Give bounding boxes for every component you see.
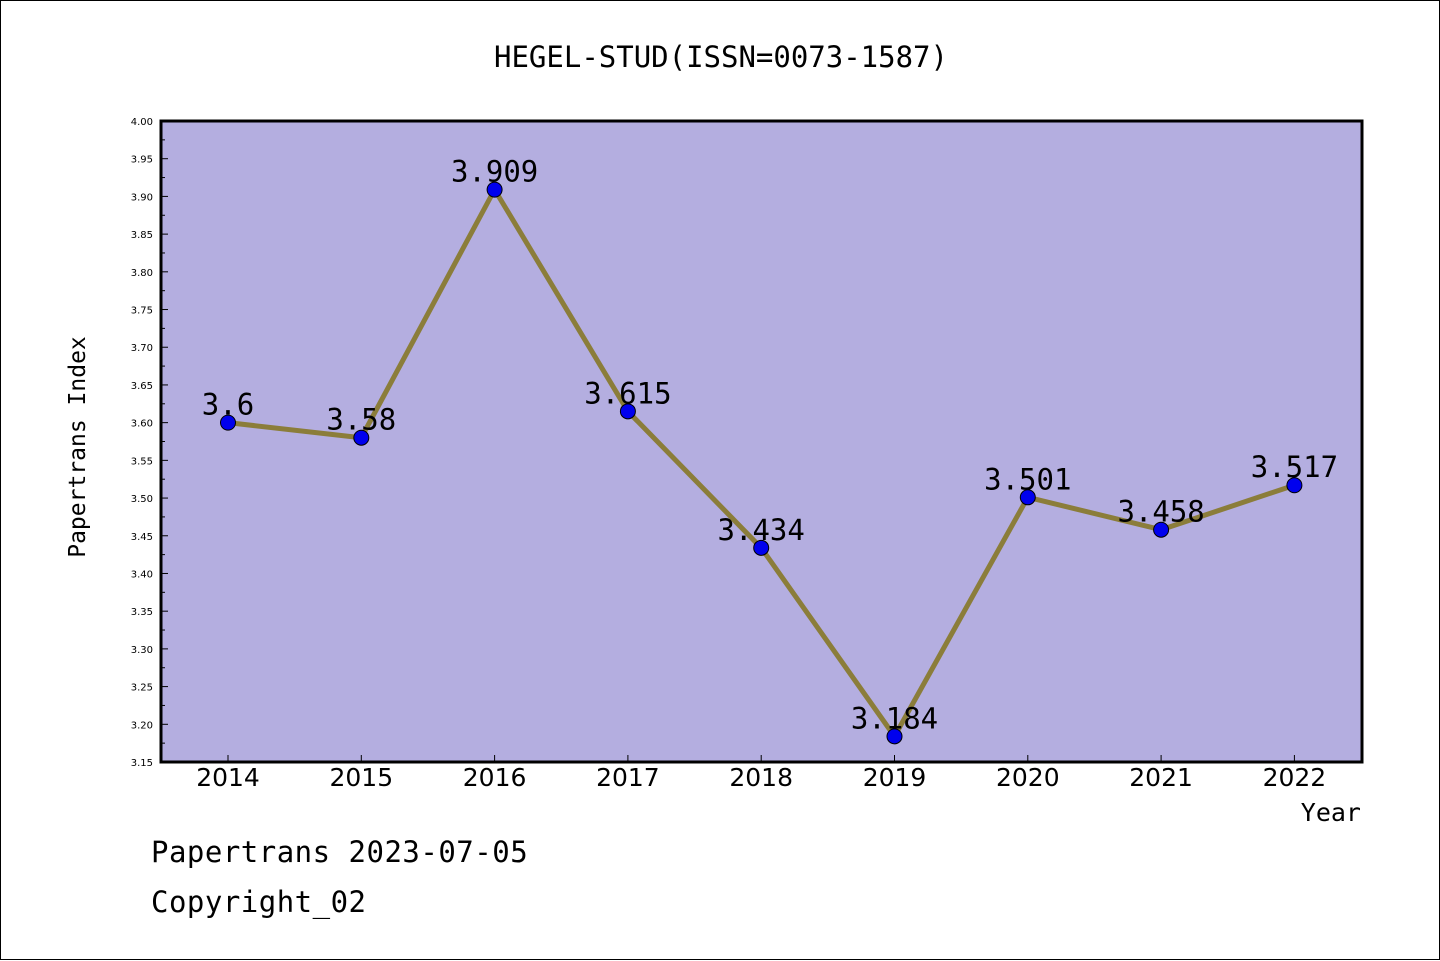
y-tick-label: 3.85 [131,230,153,241]
x-tick-label: 2018 [729,763,793,792]
data-label: 3.501 [984,462,1071,496]
data-label: 3.6 [202,388,254,422]
y-tick-label: 3.35 [131,607,153,618]
y-tick-label: 3.75 [131,306,153,317]
x-tick-label: 2019 [863,763,927,792]
y-axis: 3.15 3.20 3.25 3.30 3.35 3.40 3.45 3.50 3.55 3.60… [131,117,168,769]
y-tick-label: 3.30 [131,645,153,656]
x-tick-label: 2016 [463,763,527,792]
data-label: 3.184 [851,701,938,735]
data-labels: 3.6 3.58 3.909 3.615 3.434 3.184 3.501 3.458 3.5… [202,155,1338,736]
y-axis-label: Papertrans Index [65,336,91,558]
data-point [619,403,636,420]
y-tick-label: 3.70 [131,343,153,354]
data-label: 3.458 [1117,495,1204,529]
y-tick-label: 3.15 [131,758,153,769]
footer-copyright: Copyright_02 [151,885,367,919]
data-point [486,181,503,198]
y-tick-label: 3.80 [131,268,153,279]
x-tick-label: 2020 [996,763,1060,792]
x-axis: 2014 2015 2016 2017 2018 2019 2020 2021 2022 [196,755,1326,792]
x-axis-label: Year [1301,798,1361,827]
data-label: 3.615 [584,376,671,410]
chart-title: HEGEL-STUD(ISSN=0073-1587) [494,40,948,74]
data-point [886,728,903,745]
y-tick-label: 4.00 [131,117,153,128]
x-tick-label: 2021 [1129,763,1193,792]
y-tick-label: 3.25 [131,683,153,694]
y-tick-label: 3.90 [131,192,153,203]
y-tick-label: 3.60 [131,419,153,430]
plot-area [159,119,1364,764]
data-point [1019,489,1036,506]
x-tick-label: 2017 [596,763,660,792]
data-point [1153,521,1170,538]
y-tick-label: 3.95 [131,155,153,166]
data-points [220,181,1303,745]
y-tick-label: 3.55 [131,456,153,467]
data-point [220,414,236,431]
x-tick-label: 2015 [329,763,393,792]
x-tick-label: 2022 [1263,763,1327,792]
footer-date: Papertrans 2023-07-05 [151,835,529,869]
data-point [1286,477,1303,494]
data-label: 3.909 [451,155,538,189]
data-point [353,429,370,446]
y-tick-label: 3.65 [131,381,153,392]
data-label: 3.517 [1251,450,1338,484]
data-point [753,539,770,556]
data-label: 3.58 [326,403,396,437]
data-label: 3.434 [718,513,805,547]
y-tick-label: 3.20 [131,720,153,731]
x-tick-label: 2014 [196,763,260,792]
y-tick-label: 3.40 [131,569,153,580]
y-tick-label: 3.45 [131,532,153,543]
y-tick-label: 3.50 [131,494,153,505]
